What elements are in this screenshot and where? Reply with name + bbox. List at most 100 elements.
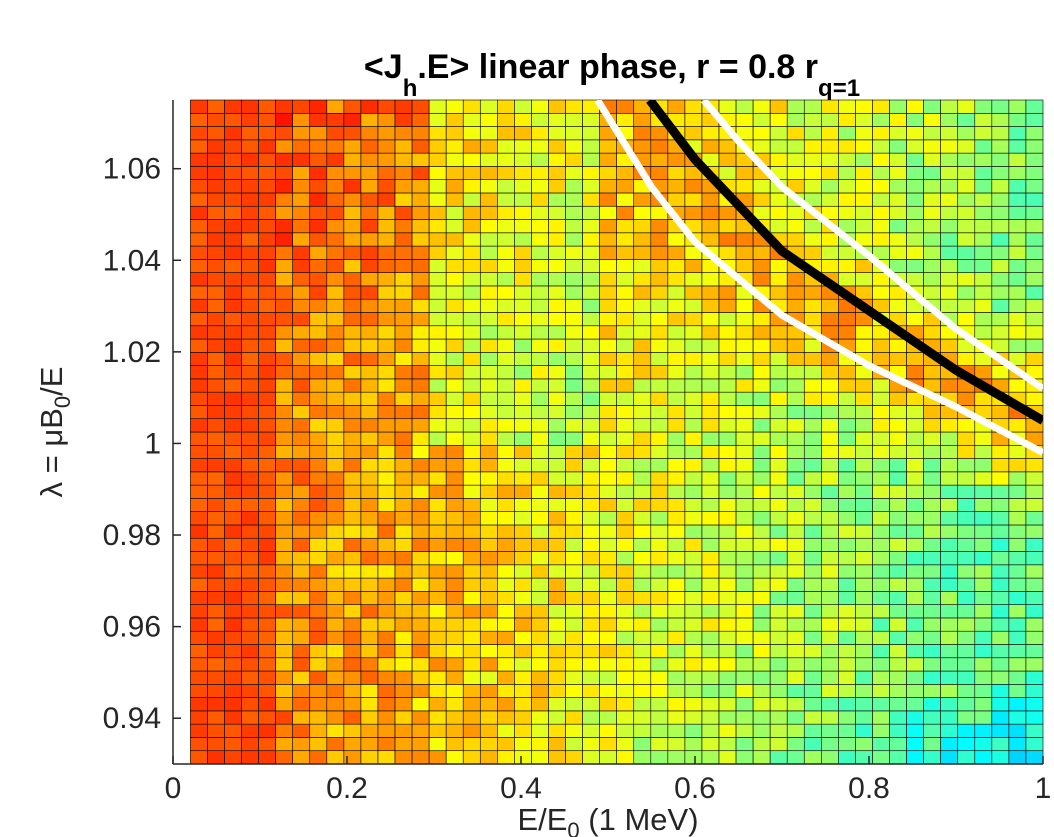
heatmap-cell: [241, 723, 259, 738]
heatmap-cell: [292, 112, 311, 127]
heatmap-cell: [360, 112, 379, 127]
heatmap-cell: [326, 697, 345, 712]
heatmap-cell: [855, 737, 873, 752]
heatmap-cell: [821, 697, 839, 712]
heatmap-cell: [377, 697, 396, 712]
heatmap-cell: [207, 179, 225, 194]
heatmap-cell: [906, 577, 924, 592]
heatmap-cell: [275, 232, 294, 247]
heatmap-cell: [1008, 630, 1027, 645]
heatmap-cell: [1025, 192, 1044, 207]
heatmap-cell: [667, 179, 686, 194]
heatmap-cell: [514, 245, 532, 260]
heatmap-cell: [803, 312, 822, 327]
heatmap-cell: [411, 458, 430, 473]
heatmap-cell: [224, 126, 242, 141]
heatmap-cell: [309, 511, 328, 526]
heatmap-cell: [224, 112, 242, 127]
heatmap-cell: [462, 285, 481, 300]
heatmap-cell: [650, 139, 669, 154]
heatmap-cell: [957, 152, 976, 167]
heatmap-cell: [445, 604, 464, 619]
heatmap-cell: [497, 737, 515, 752]
heatmap-cell: [684, 338, 703, 353]
heatmap-cell: [1025, 352, 1044, 366]
heatmap-cell: [224, 152, 242, 167]
heatmap-cell: [565, 723, 583, 738]
heatmap-cell: [514, 112, 532, 127]
heatmap-cell: [411, 152, 430, 167]
heatmap-cell: [207, 723, 225, 738]
heatmap-cell: [462, 630, 481, 645]
heatmap-cell: [360, 99, 379, 114]
heatmap-cell: [821, 352, 839, 366]
heatmap-cell: [667, 272, 686, 287]
heatmap-cell: [514, 591, 532, 605]
heatmap-cell: [633, 630, 652, 645]
heatmap-cell: [514, 272, 532, 287]
heatmap-cell: [428, 670, 447, 685]
heatmap-cell: [1008, 471, 1027, 486]
heatmap-cell: [1025, 657, 1044, 672]
heatmap-cell: [241, 139, 259, 154]
heatmap-cell: [343, 378, 362, 393]
heatmap-cell: [701, 617, 720, 632]
heatmap-cell: [565, 630, 583, 645]
heatmap-cell: [940, 684, 959, 698]
heatmap-cell: [940, 259, 959, 273]
heatmap-cell: [616, 697, 635, 712]
heatmap-cell: [377, 126, 396, 141]
heatmap-cell: [1008, 524, 1027, 539]
heatmap-cell: [599, 551, 618, 566]
heatmap-cell: [974, 564, 993, 579]
heatmap-cell: [974, 458, 993, 473]
heatmap-cell: [565, 272, 583, 287]
heatmap-cell: [582, 511, 600, 526]
heatmap-cell: [326, 551, 345, 566]
heatmap-cell: [241, 644, 259, 659]
heatmap-cell: [735, 391, 754, 406]
heatmap-cell: [241, 444, 259, 459]
heatmap-cell: [479, 444, 498, 459]
heatmap-cell: [1025, 179, 1044, 194]
heatmap-cell: [241, 272, 259, 287]
heatmap-cell: [855, 126, 873, 141]
heatmap-cell: [445, 112, 464, 127]
heatmap-cell: [411, 484, 430, 499]
heatmap-cell: [650, 577, 669, 592]
heatmap-cell: [394, 657, 413, 672]
heatmap-cell: [565, 285, 583, 300]
heatmap-cell: [769, 192, 788, 207]
heatmap-cell: [1025, 471, 1044, 486]
heatmap-cell: [565, 192, 583, 207]
heatmap-cell: [292, 192, 311, 207]
heatmap-cell: [582, 697, 600, 712]
heatmap-cell: [633, 750, 652, 765]
heatmap-cell: [786, 298, 805, 313]
heatmap-cell: [428, 259, 447, 273]
heatmap-cell: [838, 484, 856, 499]
heatmap-cell: [445, 630, 464, 645]
heatmap-cell: [224, 312, 242, 327]
heatmap-cell: [258, 511, 276, 526]
heatmap-cell: [377, 444, 396, 459]
heatmap-cell: [633, 365, 652, 380]
heatmap-cell: [667, 723, 686, 738]
heatmap-cell: [224, 577, 242, 592]
heatmap-cell: [411, 511, 430, 526]
heatmap-cell: [855, 418, 873, 433]
heatmap-cell: [258, 710, 276, 725]
heatmap-cell: [548, 179, 566, 194]
heatmap-cell: [701, 312, 720, 327]
heatmap-cell: [906, 431, 924, 446]
heatmap-cell: [906, 219, 924, 234]
heatmap-cell: [190, 259, 208, 273]
heatmap-cell: [718, 458, 737, 473]
heatmap-cell: [940, 179, 959, 194]
heatmap-cell: [275, 591, 294, 605]
heatmap-cell: [565, 325, 583, 340]
heatmap-cell: [275, 192, 294, 207]
heatmap-cell: [582, 245, 600, 260]
heatmap-cell: [445, 338, 464, 353]
